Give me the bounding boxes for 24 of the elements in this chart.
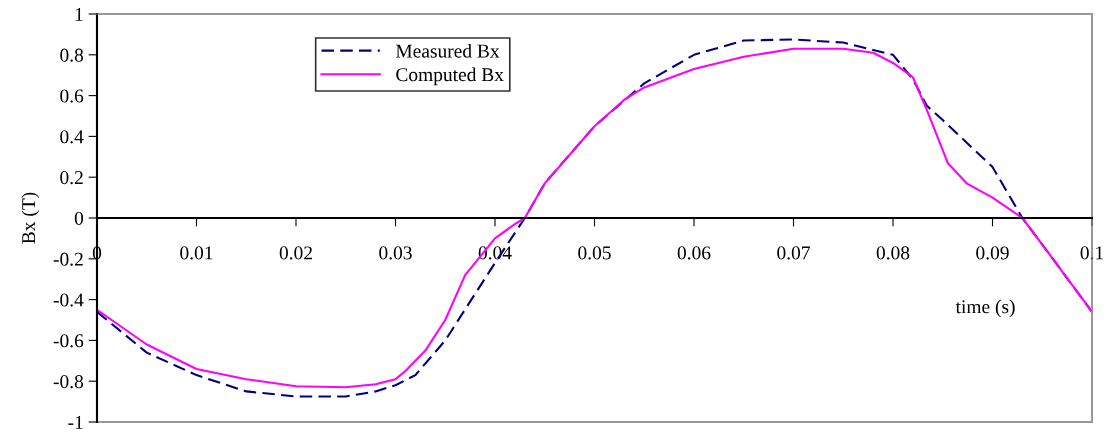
y-tick-label: -0.6 [53, 334, 84, 348]
y-tick-label: -0.4 [53, 293, 84, 307]
x-tick-label: 0.03 [379, 246, 412, 260]
y-tick-label: 0.6 [60, 89, 84, 103]
x-tick-label: 0.07 [777, 246, 810, 260]
x-tick-label: 0.02 [279, 246, 312, 260]
x-tick-label: 0.08 [876, 246, 910, 260]
x-tick-label: 0.09 [976, 246, 1009, 260]
legend-label: Measured Bx [395, 43, 500, 58]
x-tick-label: 0.1 [1080, 246, 1103, 260]
y-axis-title: Bx (T) [21, 192, 40, 244]
y-tick-label: 0.2 [60, 171, 83, 185]
x-tick-label: 0.01 [180, 246, 213, 260]
y-tick-label: 0.4 [60, 130, 84, 144]
y-tick-label: 0 [74, 211, 84, 225]
x-tick-label: 0.06 [677, 246, 711, 260]
legend-label: Computed Bx [396, 67, 504, 86]
x-tick-label: 0.05 [578, 246, 611, 260]
y-tick-label: 1 [75, 7, 83, 21]
y-tick-label: -0.2 [53, 252, 83, 266]
y-tick-label: 0.8 [60, 48, 84, 62]
x-axis-title: time (s) [955, 299, 1015, 318]
y-tick-label: -1 [68, 415, 83, 429]
y-tick-label: -0.8 [53, 375, 84, 389]
